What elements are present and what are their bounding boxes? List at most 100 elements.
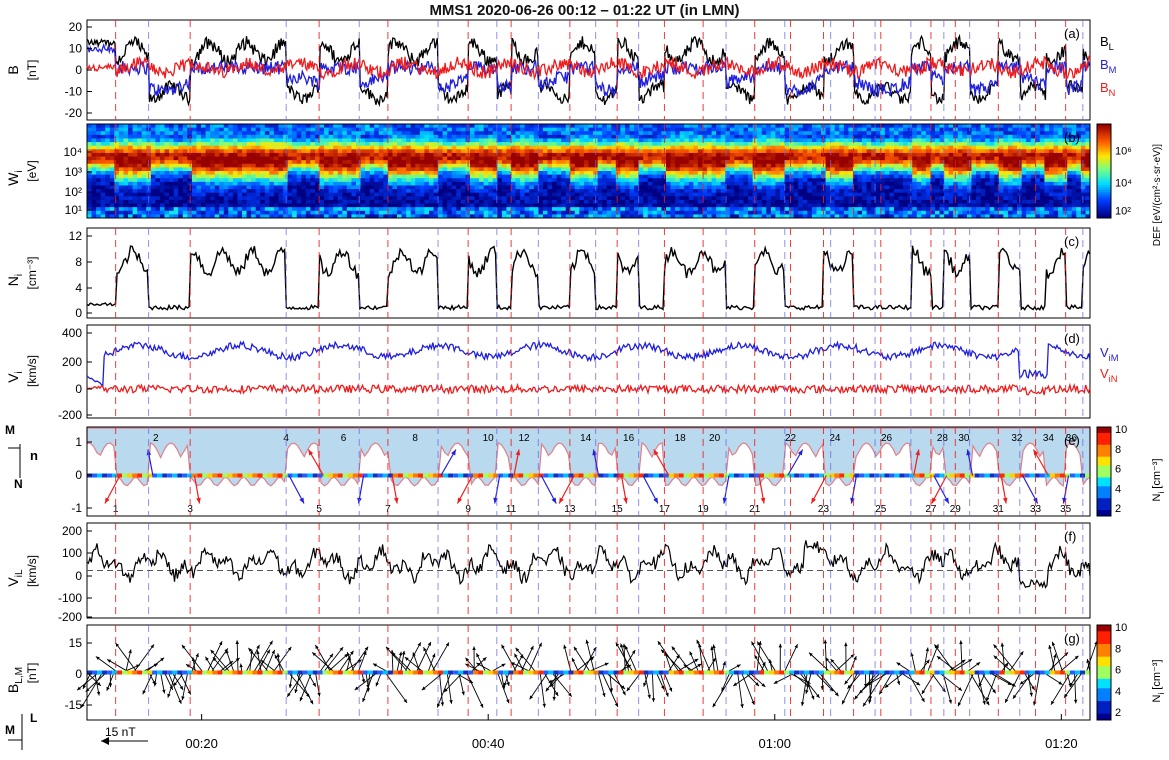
spectrogram-cell xyxy=(825,181,831,186)
spectrogram-cell xyxy=(638,145,644,150)
spectrogram-cell xyxy=(916,149,922,154)
spectrogram-cell xyxy=(264,145,270,150)
spectrogram-cell xyxy=(716,138,722,143)
spectrogram-cell xyxy=(743,131,749,136)
spectrogram-cell xyxy=(816,207,822,212)
spectrogram-cell xyxy=(529,127,535,132)
spectrogram-cell xyxy=(884,163,890,168)
spectrogram-cell xyxy=(693,192,699,197)
spectrogram-cell xyxy=(666,192,671,197)
spectrogram-cell xyxy=(875,181,881,186)
spectrogram-cell xyxy=(137,127,143,132)
spectrogram-cell xyxy=(305,174,311,179)
spectrogram-cell xyxy=(538,207,544,212)
spectrogram-cell xyxy=(670,138,676,143)
spectrogram-cell xyxy=(743,142,749,147)
spectrogram-cell xyxy=(825,185,831,190)
spectrogram-cell xyxy=(893,124,899,129)
spectrogram-cell xyxy=(743,145,749,150)
spectrogram-cell xyxy=(843,189,849,194)
spectrogram-cell xyxy=(173,138,179,143)
spectrogram-cell xyxy=(716,171,722,176)
spectrogram-cell xyxy=(770,174,776,179)
spectrogram-cell xyxy=(542,196,548,201)
spectrogram-cell xyxy=(483,149,489,154)
spectrogram-cell xyxy=(169,199,175,204)
spectrogram-cell xyxy=(488,199,494,204)
spectrogram-cell xyxy=(269,127,275,132)
spectrogram-cell xyxy=(843,210,849,215)
spectrogram-cell xyxy=(880,138,886,143)
spectrogram-cell xyxy=(520,167,526,172)
spectrogram-cell xyxy=(469,134,475,139)
spectrogram-cell xyxy=(748,189,754,194)
spectrogram-cell xyxy=(930,156,936,161)
spectrogram-cell xyxy=(460,134,466,139)
spectrogram-cell xyxy=(442,196,448,201)
spectrogram-cell xyxy=(893,181,899,186)
spectrogram-cell xyxy=(105,156,111,161)
spectrogram-cell xyxy=(538,167,544,172)
spectrogram-cell xyxy=(365,171,371,176)
spectrogram-cell xyxy=(634,134,640,139)
spectrogram-cell xyxy=(469,196,475,201)
spectrogram-cell xyxy=(219,178,225,183)
spectrogram-cell xyxy=(529,210,535,215)
spectrogram-cell xyxy=(210,156,216,161)
spectrogram-cell xyxy=(661,142,667,147)
spectrogram-cell xyxy=(401,142,407,147)
spectrogram-cell xyxy=(410,138,416,143)
spectrogram-cell xyxy=(397,178,402,183)
spectrogram-cell xyxy=(834,192,840,197)
spectrogram-cell xyxy=(506,124,512,129)
spectrogram-cell xyxy=(123,196,129,201)
spectrogram-cell xyxy=(246,145,252,150)
spectrogram-cell xyxy=(816,163,822,168)
spectrogram-cell xyxy=(893,185,899,190)
spectrogram-cell xyxy=(889,207,895,212)
spectrogram-cell xyxy=(438,192,444,197)
spectrogram-cell xyxy=(355,160,361,165)
spectrogram-cell xyxy=(520,131,526,136)
spectrogram-cell xyxy=(128,192,133,197)
spectrogram-cell xyxy=(205,138,211,143)
spectrogram-cell xyxy=(697,163,703,168)
spectrogram-cell xyxy=(775,214,781,219)
spectrogram-cell xyxy=(529,214,535,219)
spectrogram-cell xyxy=(511,171,516,176)
spectrogram-cell xyxy=(255,185,261,190)
spectrogram-cell xyxy=(483,156,489,161)
spectrogram-cell xyxy=(583,145,589,150)
spectrogram-cell xyxy=(283,142,288,147)
spectrogram-cell xyxy=(866,189,872,194)
spectrogram-cell xyxy=(520,156,526,161)
spectrogram-cell xyxy=(164,192,170,197)
spectrogram-cell xyxy=(360,131,366,136)
spectrogram-cell xyxy=(273,134,279,139)
spectrogram-cell xyxy=(301,127,307,132)
spectrogram-cell xyxy=(324,142,330,147)
spectrogram-cell xyxy=(907,210,913,215)
spectrogram-cell xyxy=(109,192,115,197)
spectrogram-cell xyxy=(296,189,302,194)
spectrogram-cell xyxy=(210,214,216,219)
spectrogram-cell xyxy=(515,145,521,150)
spectrogram-cell xyxy=(310,174,316,179)
spectrogram-cell xyxy=(875,192,881,197)
spectrogram-cell xyxy=(355,178,361,183)
spectrogram-cell xyxy=(547,156,553,161)
spectrogram-cell xyxy=(251,214,257,219)
spectrogram-cell xyxy=(451,214,457,219)
spectrogram-cell xyxy=(419,203,425,208)
spectrogram-cell xyxy=(492,131,498,136)
spectrogram-cell xyxy=(374,192,380,197)
spectrogram-cell xyxy=(310,124,316,129)
spectrogram-cell xyxy=(597,214,603,219)
spectrogram-cell xyxy=(520,196,526,201)
spectrogram-cell xyxy=(903,207,909,212)
spectrogram-cell xyxy=(397,145,402,150)
spectrogram-cell xyxy=(748,207,754,212)
spectrogram-cell xyxy=(779,207,785,212)
spectrogram-cell xyxy=(337,171,343,176)
spectrogram-cell xyxy=(483,171,489,176)
